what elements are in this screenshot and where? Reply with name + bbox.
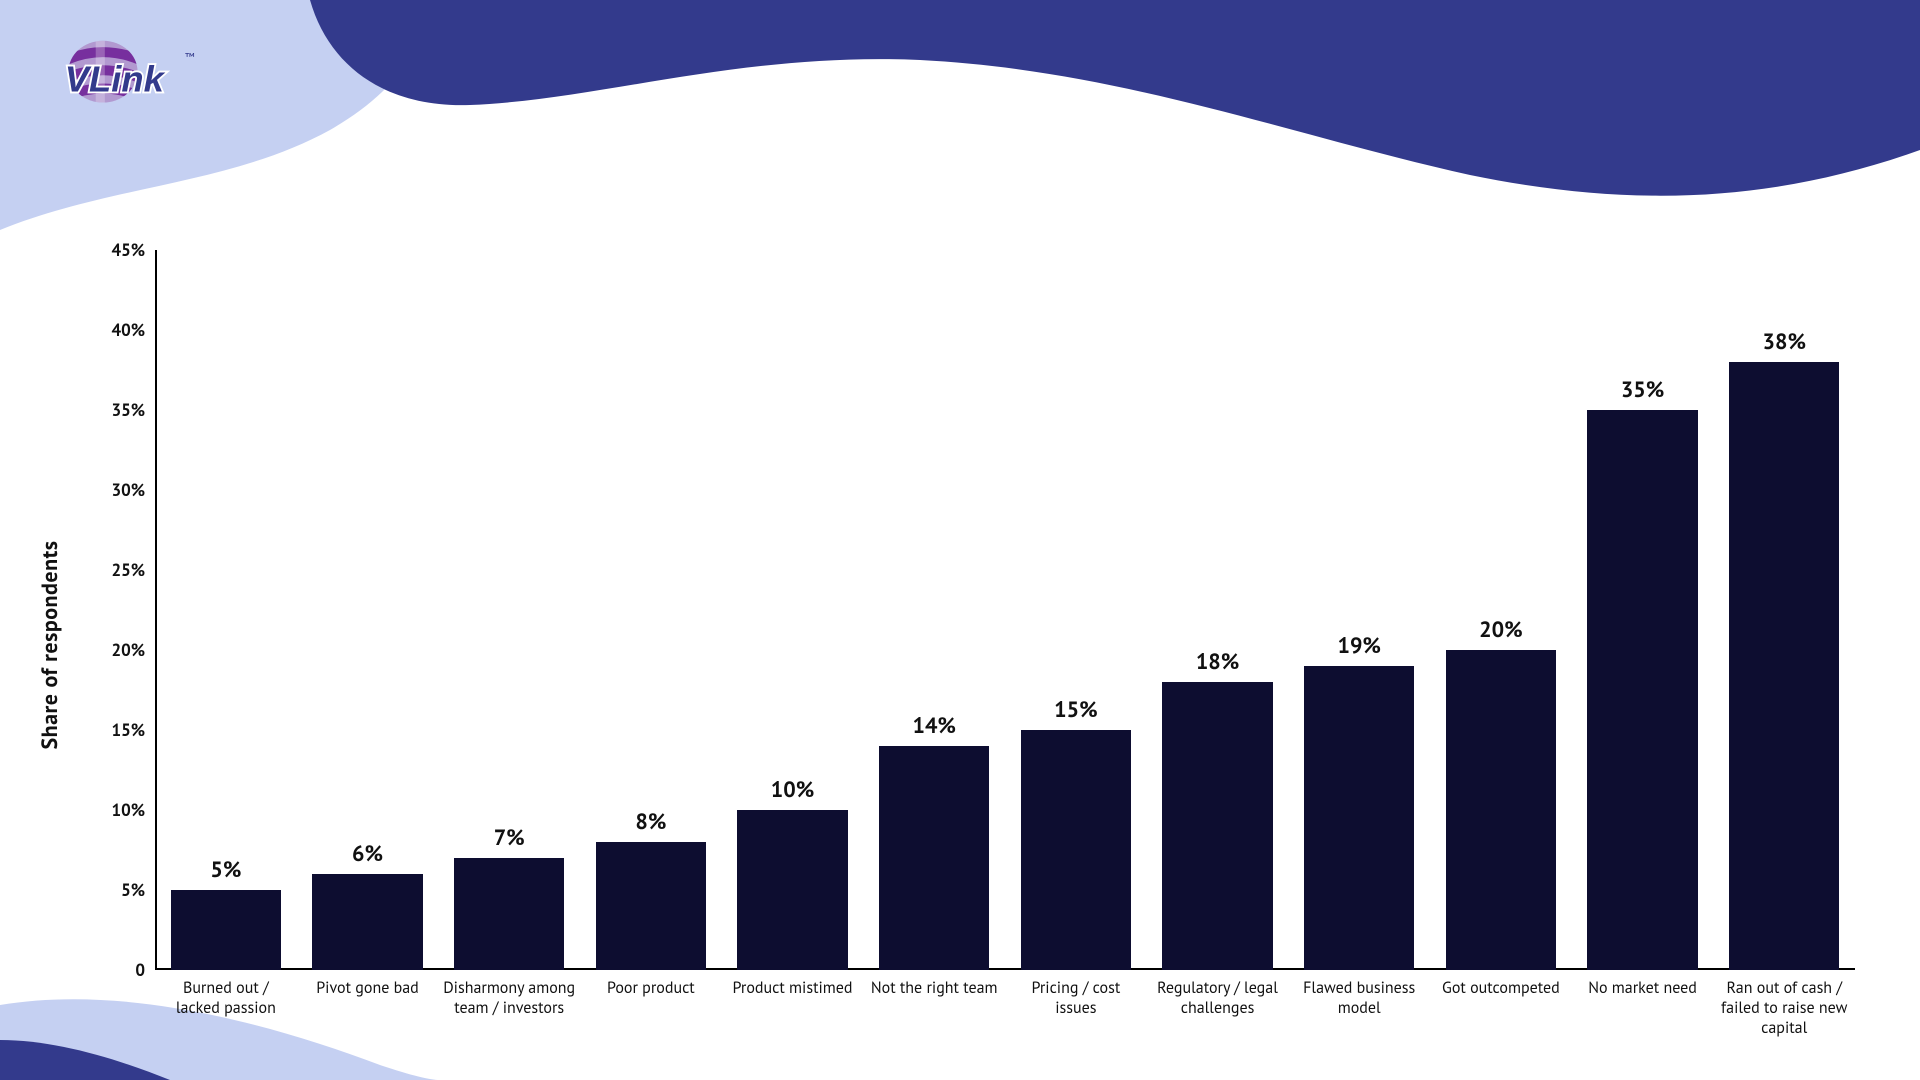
bar-value-label: 35% [1572,376,1714,404]
bar-value-label: 8% [580,808,722,836]
bar-value-label: 15% [1005,696,1147,724]
bar [1304,666,1415,970]
bars-container: 5%6%7%8%10% 14%15%18%19%20% 35% 38% [155,250,1855,970]
category-label: Pivot gone bad [297,978,439,1038]
brand-logo: VLink ™ [48,28,198,128]
y-axis-label: Share of respondents [36,540,64,749]
y-tick-label: 25% [111,559,145,581]
bar [312,874,423,970]
category-label: Poor product [580,978,722,1038]
bar-slot: 8% [580,250,722,970]
bar [1021,730,1132,970]
bar-value-label: 5% [155,856,297,884]
bar-chart: Share of respondents 05%10%15%20%25%30%3… [60,230,1880,1060]
wave-dark-top [310,0,1920,196]
bar-slot: 10% [722,250,864,970]
category-label: No market need [1572,978,1714,1038]
category-label: Disharmony among team / investors [438,978,580,1038]
y-tick-label: 35% [111,399,145,421]
bar-slot: 38% [1713,250,1855,970]
trademark-symbol: ™ [185,51,195,65]
bar-value-label: 7% [438,824,580,852]
bar-slot: 35% [1572,250,1714,970]
bar-value-label: 18% [1147,648,1289,676]
bar-slot: 14% [863,250,1005,970]
category-label: Burned out / lacked passion [155,978,297,1038]
bar-value-label: 14% [863,712,1005,740]
category-label: Got outcompeted [1430,978,1572,1038]
bar-slot: 19% [1288,250,1430,970]
bar-value-label: 10% [722,776,864,804]
y-tick-label: 15% [111,719,145,741]
y-tick-label: 10% [111,799,145,821]
bar [1729,362,1840,970]
bar [171,890,282,970]
bar [596,842,707,970]
bar [1446,650,1557,970]
y-tick-label: 5% [121,879,145,901]
category-label: Product mistimed [722,978,864,1038]
y-tick-label: 20% [111,639,145,661]
bar [1587,410,1698,970]
bar-slot: 7% [438,250,580,970]
bar-slot: 18% [1147,250,1289,970]
category-label: Pricing / cost issues [1005,978,1147,1038]
bar-value-label: 20% [1430,616,1572,644]
y-tick-label: 40% [111,319,145,341]
bar-slot: 20% [1430,250,1572,970]
bar-value-label: 6% [297,840,439,868]
bar [1162,682,1273,970]
category-labels: Burned out / lacked passionPivot gone ba… [155,978,1855,1038]
bar [454,858,565,970]
y-tick-label: 0 [135,959,145,981]
bar-value-label: 19% [1288,632,1430,660]
bar-slot: 15% [1005,250,1147,970]
bar-value-label: 38% [1713,328,1855,356]
y-tick-label: 45% [111,239,145,261]
category-label: Ran out of cash / failed to raise new ca… [1713,978,1855,1038]
category-label: Flawed business model [1288,978,1430,1038]
bar-slot: 6% [297,250,439,970]
y-tick-label: 30% [111,479,145,501]
bar [737,810,848,970]
category-label: Not the right team [863,978,1005,1038]
bar [879,746,990,970]
bar-slot: 5% [155,250,297,970]
plot-area: 05%10%15%20%25%30%35%40%45% 5%6%7%8%10%1… [155,250,1855,970]
category-label: Regulatory / legal challenges [1147,978,1289,1038]
brand-logo-text: VLink [65,59,166,100]
